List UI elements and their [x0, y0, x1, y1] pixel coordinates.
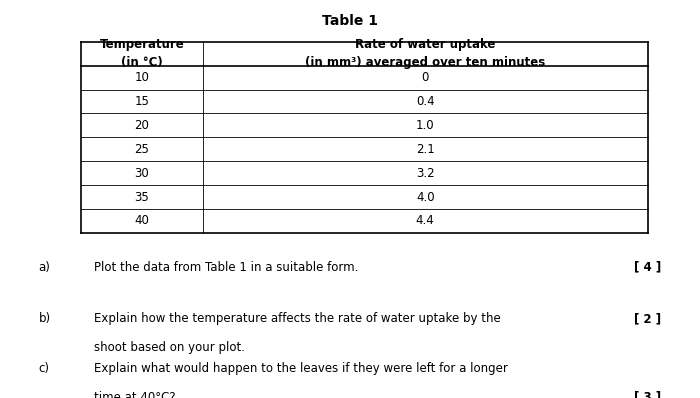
Text: Table 1: Table 1: [322, 14, 378, 28]
Text: Plot the data from Table 1 in a suitable form.: Plot the data from Table 1 in a suitable…: [94, 261, 359, 274]
Text: b): b): [38, 312, 50, 326]
Text: 30: 30: [134, 167, 149, 179]
Text: 20: 20: [134, 119, 149, 132]
Text: 25: 25: [134, 143, 149, 156]
Text: Explain how the temperature affects the rate of water uptake by the: Explain how the temperature affects the …: [94, 312, 501, 326]
Text: 0.4: 0.4: [416, 95, 435, 108]
Text: 2.1: 2.1: [416, 143, 435, 156]
Text: shoot based on your plot.: shoot based on your plot.: [94, 341, 246, 354]
Text: 4.0: 4.0: [416, 191, 435, 203]
Text: 1.0: 1.0: [416, 119, 435, 132]
Text: 35: 35: [134, 191, 149, 203]
Text: 0: 0: [421, 71, 429, 84]
Text: c): c): [38, 362, 50, 375]
Text: 4.4: 4.4: [416, 215, 435, 227]
Text: [ 4 ]: [ 4 ]: [634, 261, 662, 274]
Text: a): a): [38, 261, 50, 274]
Text: Rate of water uptake
(in mm³) averaged over ten minutes: Rate of water uptake (in mm³) averaged o…: [305, 38, 545, 69]
Text: 10: 10: [134, 71, 149, 84]
Text: 3.2: 3.2: [416, 167, 435, 179]
Text: 40: 40: [134, 215, 149, 227]
Text: 15: 15: [134, 95, 149, 108]
Text: Explain what would happen to the leaves if they were left for a longer: Explain what would happen to the leaves …: [94, 362, 508, 375]
Text: time at 40°C?: time at 40°C?: [94, 391, 176, 398]
Text: Temperature
(in °C): Temperature (in °C): [99, 38, 184, 69]
Text: [ 2 ]: [ 2 ]: [634, 312, 662, 326]
Text: [ 3 ]: [ 3 ]: [634, 391, 662, 398]
